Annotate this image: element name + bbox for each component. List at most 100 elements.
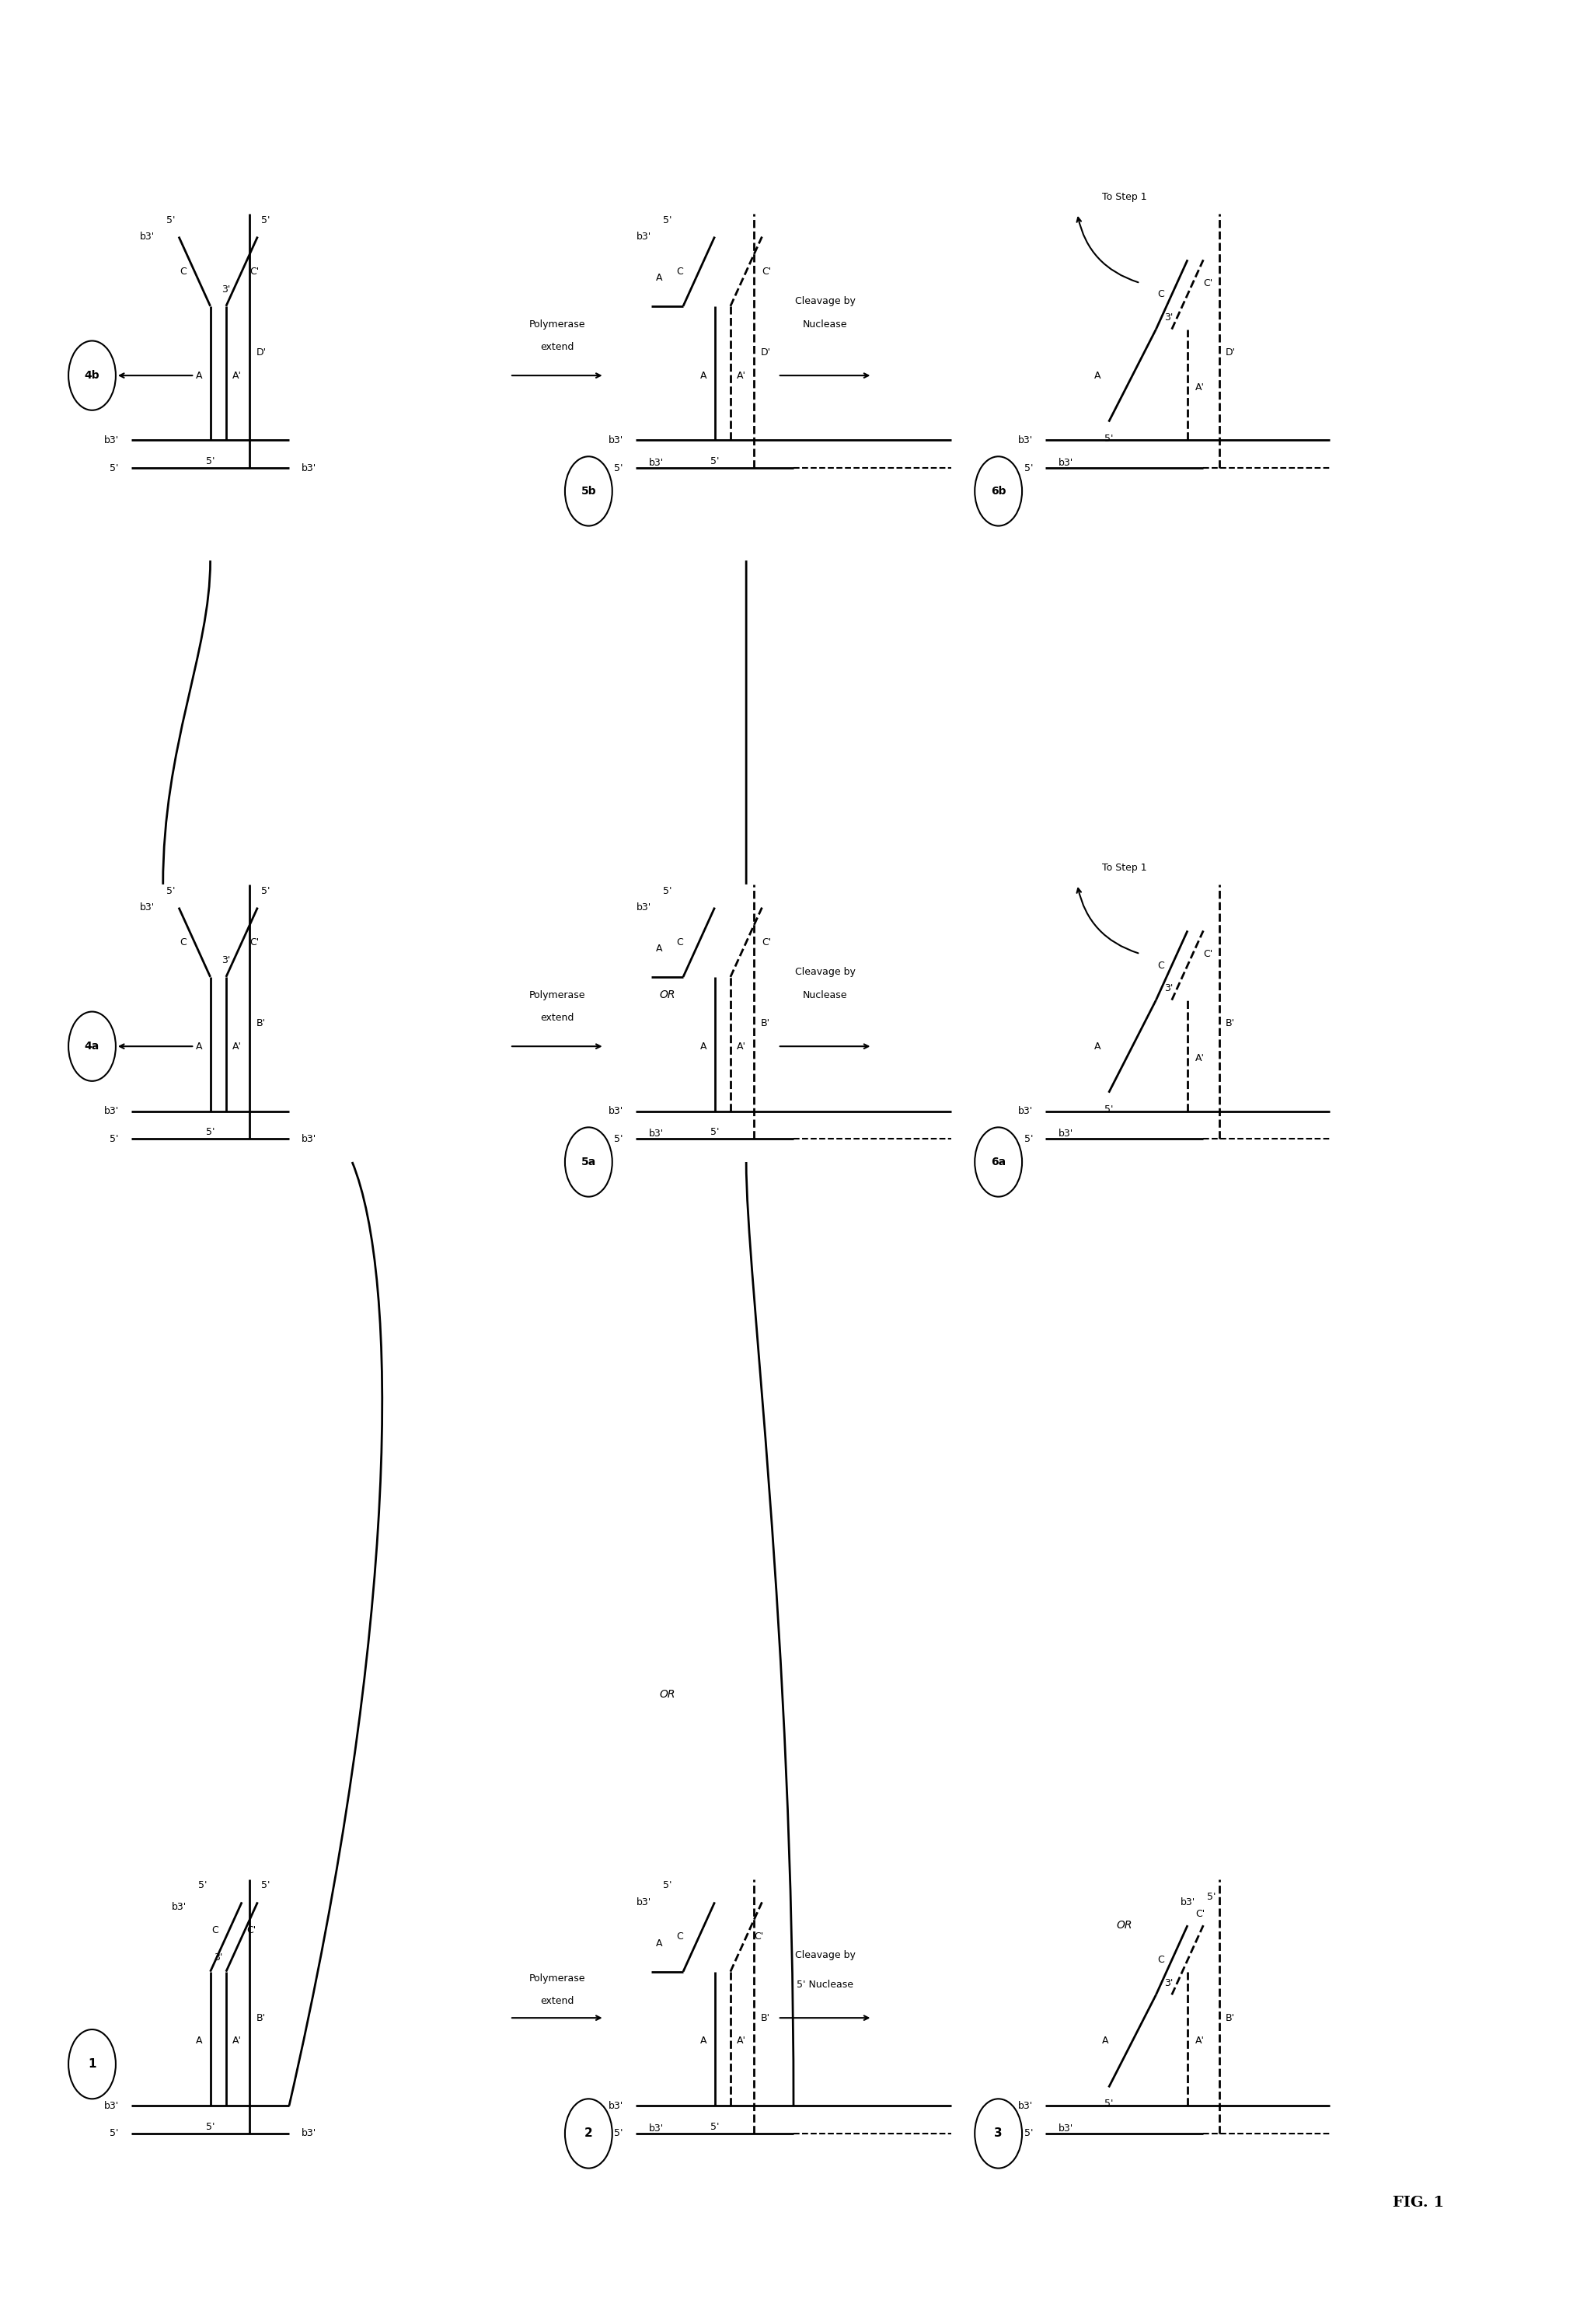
Text: b3': b3' (608, 435, 624, 446)
Text: A': A' (1195, 381, 1205, 393)
Text: OR: OR (1117, 1920, 1133, 1931)
Text: C: C (211, 1924, 217, 1936)
Text: 5': 5' (260, 885, 270, 897)
Text: A': A' (736, 1041, 746, 1050)
Text: b3': b3' (103, 1106, 119, 1116)
Text: 5': 5' (198, 1880, 206, 1892)
Text: 3': 3' (222, 284, 230, 295)
Text: 3': 3' (214, 1952, 222, 1961)
Text: A': A' (1195, 1053, 1205, 1062)
Text: B': B' (256, 1018, 265, 1027)
Text: 5' Nuclease: 5' Nuclease (797, 1980, 854, 1989)
Text: C': C' (754, 1931, 763, 1943)
Text: Polymerase: Polymerase (528, 1973, 586, 1982)
Text: C: C (676, 1931, 682, 1943)
Text: b3': b3' (636, 1896, 652, 1908)
Text: 5': 5' (711, 456, 719, 467)
Text: 4b: 4b (84, 370, 100, 381)
Text: 3': 3' (1163, 1978, 1173, 1989)
Text: A': A' (232, 1041, 241, 1050)
Text: b3': b3' (636, 232, 652, 242)
Text: extend: extend (540, 342, 574, 353)
Text: 5': 5' (711, 1127, 719, 1136)
Text: A: A (1095, 1041, 1101, 1050)
Text: b3': b3' (1019, 1106, 1033, 1116)
Text: C: C (1157, 1954, 1163, 1966)
Text: b3': b3' (171, 1901, 187, 1913)
Text: 5': 5' (1206, 1892, 1216, 1903)
Text: C': C' (762, 267, 771, 277)
Text: C': C' (1203, 279, 1212, 288)
Text: To Step 1: To Step 1 (1101, 193, 1147, 202)
Text: 3': 3' (1163, 314, 1173, 323)
Text: 5': 5' (110, 1134, 119, 1143)
Text: A: A (655, 1938, 663, 1948)
Text: 5': 5' (1024, 2129, 1033, 2138)
Text: FIG. 1: FIG. 1 (1392, 2196, 1444, 2210)
Text: C': C' (246, 1924, 256, 1936)
Text: b3': b3' (140, 902, 156, 913)
Text: b3': b3' (649, 458, 663, 467)
Text: Polymerase: Polymerase (528, 990, 586, 999)
Text: b3': b3' (608, 2101, 624, 2110)
Text: B': B' (1225, 2013, 1235, 2022)
Text: A: A (1101, 2036, 1109, 2045)
Text: 2: 2 (584, 2129, 594, 2140)
Text: C': C' (249, 267, 259, 277)
Text: To Step 1: To Step 1 (1101, 862, 1147, 874)
Text: B': B' (256, 2013, 265, 2022)
Text: extend: extend (540, 1013, 574, 1023)
Text: 5': 5' (260, 216, 270, 225)
Text: A: A (700, 2036, 706, 2045)
Text: A: A (655, 272, 663, 284)
Text: 5': 5' (1024, 462, 1033, 474)
Text: A: A (700, 370, 706, 381)
Text: C: C (179, 937, 187, 948)
Text: A': A' (736, 2036, 746, 2045)
Text: 5': 5' (614, 462, 624, 474)
Text: 5': 5' (614, 2129, 624, 2138)
Text: b3': b3' (140, 232, 156, 242)
Text: b3': b3' (1059, 1129, 1073, 1139)
Text: 6a: 6a (990, 1157, 1006, 1167)
Text: 5': 5' (1105, 432, 1112, 444)
Text: A: A (655, 944, 663, 953)
Text: A': A' (736, 370, 746, 381)
Text: 5': 5' (167, 216, 176, 225)
Text: b3': b3' (636, 902, 652, 913)
Text: b3': b3' (302, 1134, 317, 1143)
Text: 5': 5' (260, 1880, 270, 1892)
Text: 5': 5' (110, 462, 119, 474)
Text: b3': b3' (1019, 2101, 1033, 2110)
Text: 3: 3 (995, 2129, 1003, 2140)
Text: 5': 5' (711, 2122, 719, 2131)
Text: 3': 3' (1163, 983, 1173, 995)
Text: A': A' (232, 370, 241, 381)
Text: 5': 5' (167, 885, 176, 897)
Text: 5': 5' (663, 885, 671, 897)
Text: 5': 5' (206, 456, 214, 467)
Text: D': D' (256, 346, 267, 358)
Text: Polymerase: Polymerase (528, 318, 586, 330)
Text: C: C (1157, 290, 1163, 300)
Text: b3': b3' (608, 1106, 624, 1116)
Text: 5a: 5a (581, 1157, 597, 1167)
Text: 5': 5' (1105, 2099, 1112, 2108)
Text: Cleavage by: Cleavage by (795, 1950, 855, 1959)
Text: Cleavage by: Cleavage by (795, 967, 855, 976)
Text: C': C' (1203, 948, 1212, 960)
Text: 4a: 4a (84, 1041, 100, 1053)
Text: 5': 5' (110, 2129, 119, 2138)
Text: D': D' (760, 346, 771, 358)
Text: A: A (195, 370, 203, 381)
Text: A: A (195, 2036, 203, 2045)
Text: Nuclease: Nuclease (803, 318, 847, 330)
Text: b3': b3' (1059, 458, 1073, 467)
Text: C: C (179, 267, 187, 277)
Text: 1: 1 (87, 2059, 97, 2071)
Text: B': B' (760, 1018, 770, 1027)
Text: A': A' (1195, 2036, 1205, 2045)
Text: B': B' (1225, 1018, 1235, 1027)
Text: b3': b3' (649, 1129, 663, 1139)
Text: Nuclease: Nuclease (803, 990, 847, 999)
